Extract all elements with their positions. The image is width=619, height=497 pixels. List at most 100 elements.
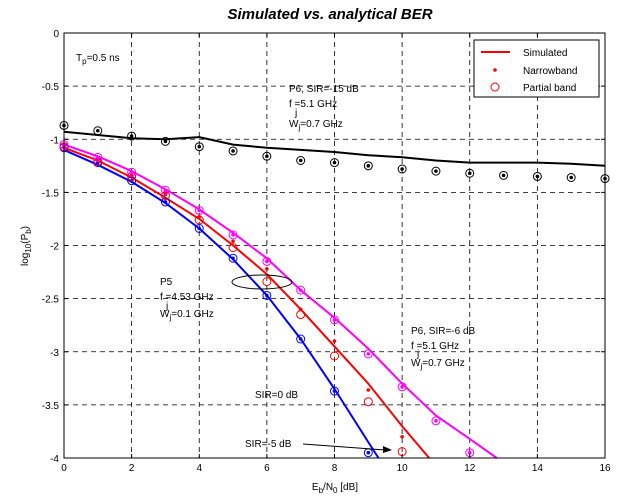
svg-text:j: j	[416, 349, 419, 360]
annotation-sir-0: SIR=0 dB	[255, 390, 298, 401]
x-axis-ticks: 0 2 4 6 8 10 12 14 16	[61, 33, 611, 474]
series-1-narrowband-point	[366, 450, 371, 455]
chart-title: Simulated vs. analytical BER	[227, 6, 432, 23]
series-3-narrowband-point	[400, 385, 404, 389]
series-0-narrowband-point	[569, 175, 573, 180]
series-3-partial-band-point	[397, 382, 407, 392]
series-3-narrowband-point	[332, 318, 337, 322]
y-tick-label: -1	[50, 135, 59, 146]
annotation-p6-sir-15: P6, SIR=-15 dB f =5.1 GHz j Wj=0.7 GHz	[289, 84, 359, 132]
y-tick-label: -0.5	[42, 82, 60, 93]
series-0-partial-band-point	[431, 166, 441, 176]
series-0-partial-band-point	[330, 158, 339, 168]
legend-circle-partial-band	[490, 82, 500, 92]
series-0-partial-band-point	[363, 161, 373, 171]
series-1-partial-band-point	[296, 334, 306, 344]
y-tick-label: -2.5	[42, 295, 60, 306]
y-axis-ticks: 0 -0.5 -1 -1.5 -2 -2.5 -3 -3.5 -4	[42, 29, 605, 465]
svg-text:f =5.1 GHz: f =5.1 GHz	[289, 99, 337, 110]
series-0-narrowband-point	[535, 174, 540, 179]
series-1-narrowband-point	[332, 389, 337, 393]
series-2-partial-band-point	[363, 397, 373, 407]
x-tick-label: 16	[599, 463, 611, 474]
svg-text:Wj=0.7 GHz: Wj=0.7 GHz	[289, 119, 343, 132]
legend: Simulated Narrowband Partial band	[473, 39, 600, 98]
series-0-narrowband-point	[366, 164, 371, 168]
x-tick-label: 4	[196, 463, 202, 474]
series-1-partial-band-point	[228, 253, 238, 263]
annotation-p5: P5 f =4.53 GHz j Wj=0.1 GHz	[160, 274, 293, 322]
series-0-narrowband-point	[298, 158, 303, 163]
x-tick-label: 0	[61, 463, 67, 474]
series-0-narrowband-point	[434, 169, 438, 173]
series-0-narrowband-point	[265, 154, 269, 159]
series-3-partial-band-point	[431, 416, 441, 426]
svg-text:SIR=-5 dB: SIR=-5 dB	[245, 439, 292, 450]
y-tick-label: -2	[50, 242, 59, 253]
series-1-partial-band-point	[160, 197, 170, 207]
series-3-partial-band-point	[160, 185, 170, 195]
series-1-narrowband-point	[197, 226, 202, 231]
annotation-tp: Tp=0.5 ns	[76, 53, 120, 66]
series-2-partial-band-point	[330, 351, 339, 361]
svg-text:f =5.1 GHz: f =5.1 GHz	[411, 341, 459, 352]
series-0-partial-band-point	[499, 170, 509, 180]
series-0-partial-band-point	[532, 171, 542, 181]
legend-dot-narrowband	[493, 68, 497, 72]
series-3-narrowband-point	[366, 352, 371, 356]
series-2-narrowband-point	[366, 388, 371, 392]
y-tick-label: -4	[50, 454, 59, 465]
series-2-partial-band-point	[296, 310, 306, 320]
series-0-partial-band-point	[397, 164, 407, 174]
series-3-partial-band-point	[228, 230, 238, 240]
series-1-partial-band-point	[330, 386, 339, 396]
series-0-narrowband-point	[332, 160, 337, 165]
annotation-p6-sir-6: P6, SIR=-6 dB f =5.1 GHz j Wj=0.7 GHz	[411, 326, 476, 371]
series-3-partial-band-point	[127, 167, 137, 177]
series-0-narrowband-point	[129, 134, 134, 138]
series-2-narrowband-point	[197, 215, 202, 219]
series-3-narrowband-point	[434, 419, 438, 423]
series-0-partial-band-point	[566, 173, 576, 182]
series-0-narrowband-point	[400, 167, 404, 171]
series-3-narrowband-point	[298, 288, 303, 292]
series-1-simulated-line	[63, 148, 380, 459]
svg-text:j: j	[294, 108, 297, 119]
series-3-narrowband-point	[265, 259, 269, 264]
x-tick-label: 10	[397, 463, 409, 474]
series-1-narrowband-point	[298, 337, 303, 341]
legend-label-narrowband: Narrowband	[523, 66, 577, 77]
annotation-sir-minus-5: SIR=-5 dB	[245, 439, 392, 453]
sir-minus-5-arrowhead	[383, 446, 392, 453]
series-3-partial-band-point	[194, 205, 204, 215]
series-3-narrowband-point	[467, 450, 472, 455]
series-2-narrowband-point	[298, 307, 303, 312]
series-2-simulated-line	[63, 146, 430, 459]
y-tick-label: 0	[53, 29, 59, 40]
series-0-narrowband-point	[467, 171, 472, 176]
series-0-narrowband-point	[501, 173, 506, 178]
series-2-partial-band-point	[228, 243, 238, 253]
series-3-simulated-line	[63, 143, 498, 459]
series-3-narrowband-point	[231, 233, 235, 237]
series-0-partial-band-point	[228, 146, 238, 156]
series-3-narrowband-point	[197, 208, 202, 213]
series-3-partial-band-point	[296, 285, 306, 295]
svg-text:j: j	[165, 301, 168, 312]
legend-label-partial-band: Partial band	[523, 83, 576, 94]
series-3-partial-band-point	[363, 349, 373, 359]
series-2-partial-band-point	[262, 277, 272, 287]
svg-text:Wj=0.1 GHz: Wj=0.1 GHz	[160, 309, 214, 322]
svg-text:Wj=0.7 GHz: Wj=0.7 GHz	[411, 358, 465, 371]
series-3-narrowband-point	[129, 170, 134, 174]
series-3-narrowband-point	[96, 155, 100, 160]
series-1-partial-band-point	[262, 290, 272, 300]
series-2-narrowband-point	[332, 339, 337, 343]
x-tick-label: 6	[264, 463, 270, 474]
y-tick-label: -3	[50, 348, 59, 359]
series-0-partial-band-point	[296, 156, 306, 165]
series-lines	[63, 130, 606, 459]
sir-minus-5-arrow	[302, 443, 387, 451]
series-1-narrowband-point	[265, 293, 269, 298]
